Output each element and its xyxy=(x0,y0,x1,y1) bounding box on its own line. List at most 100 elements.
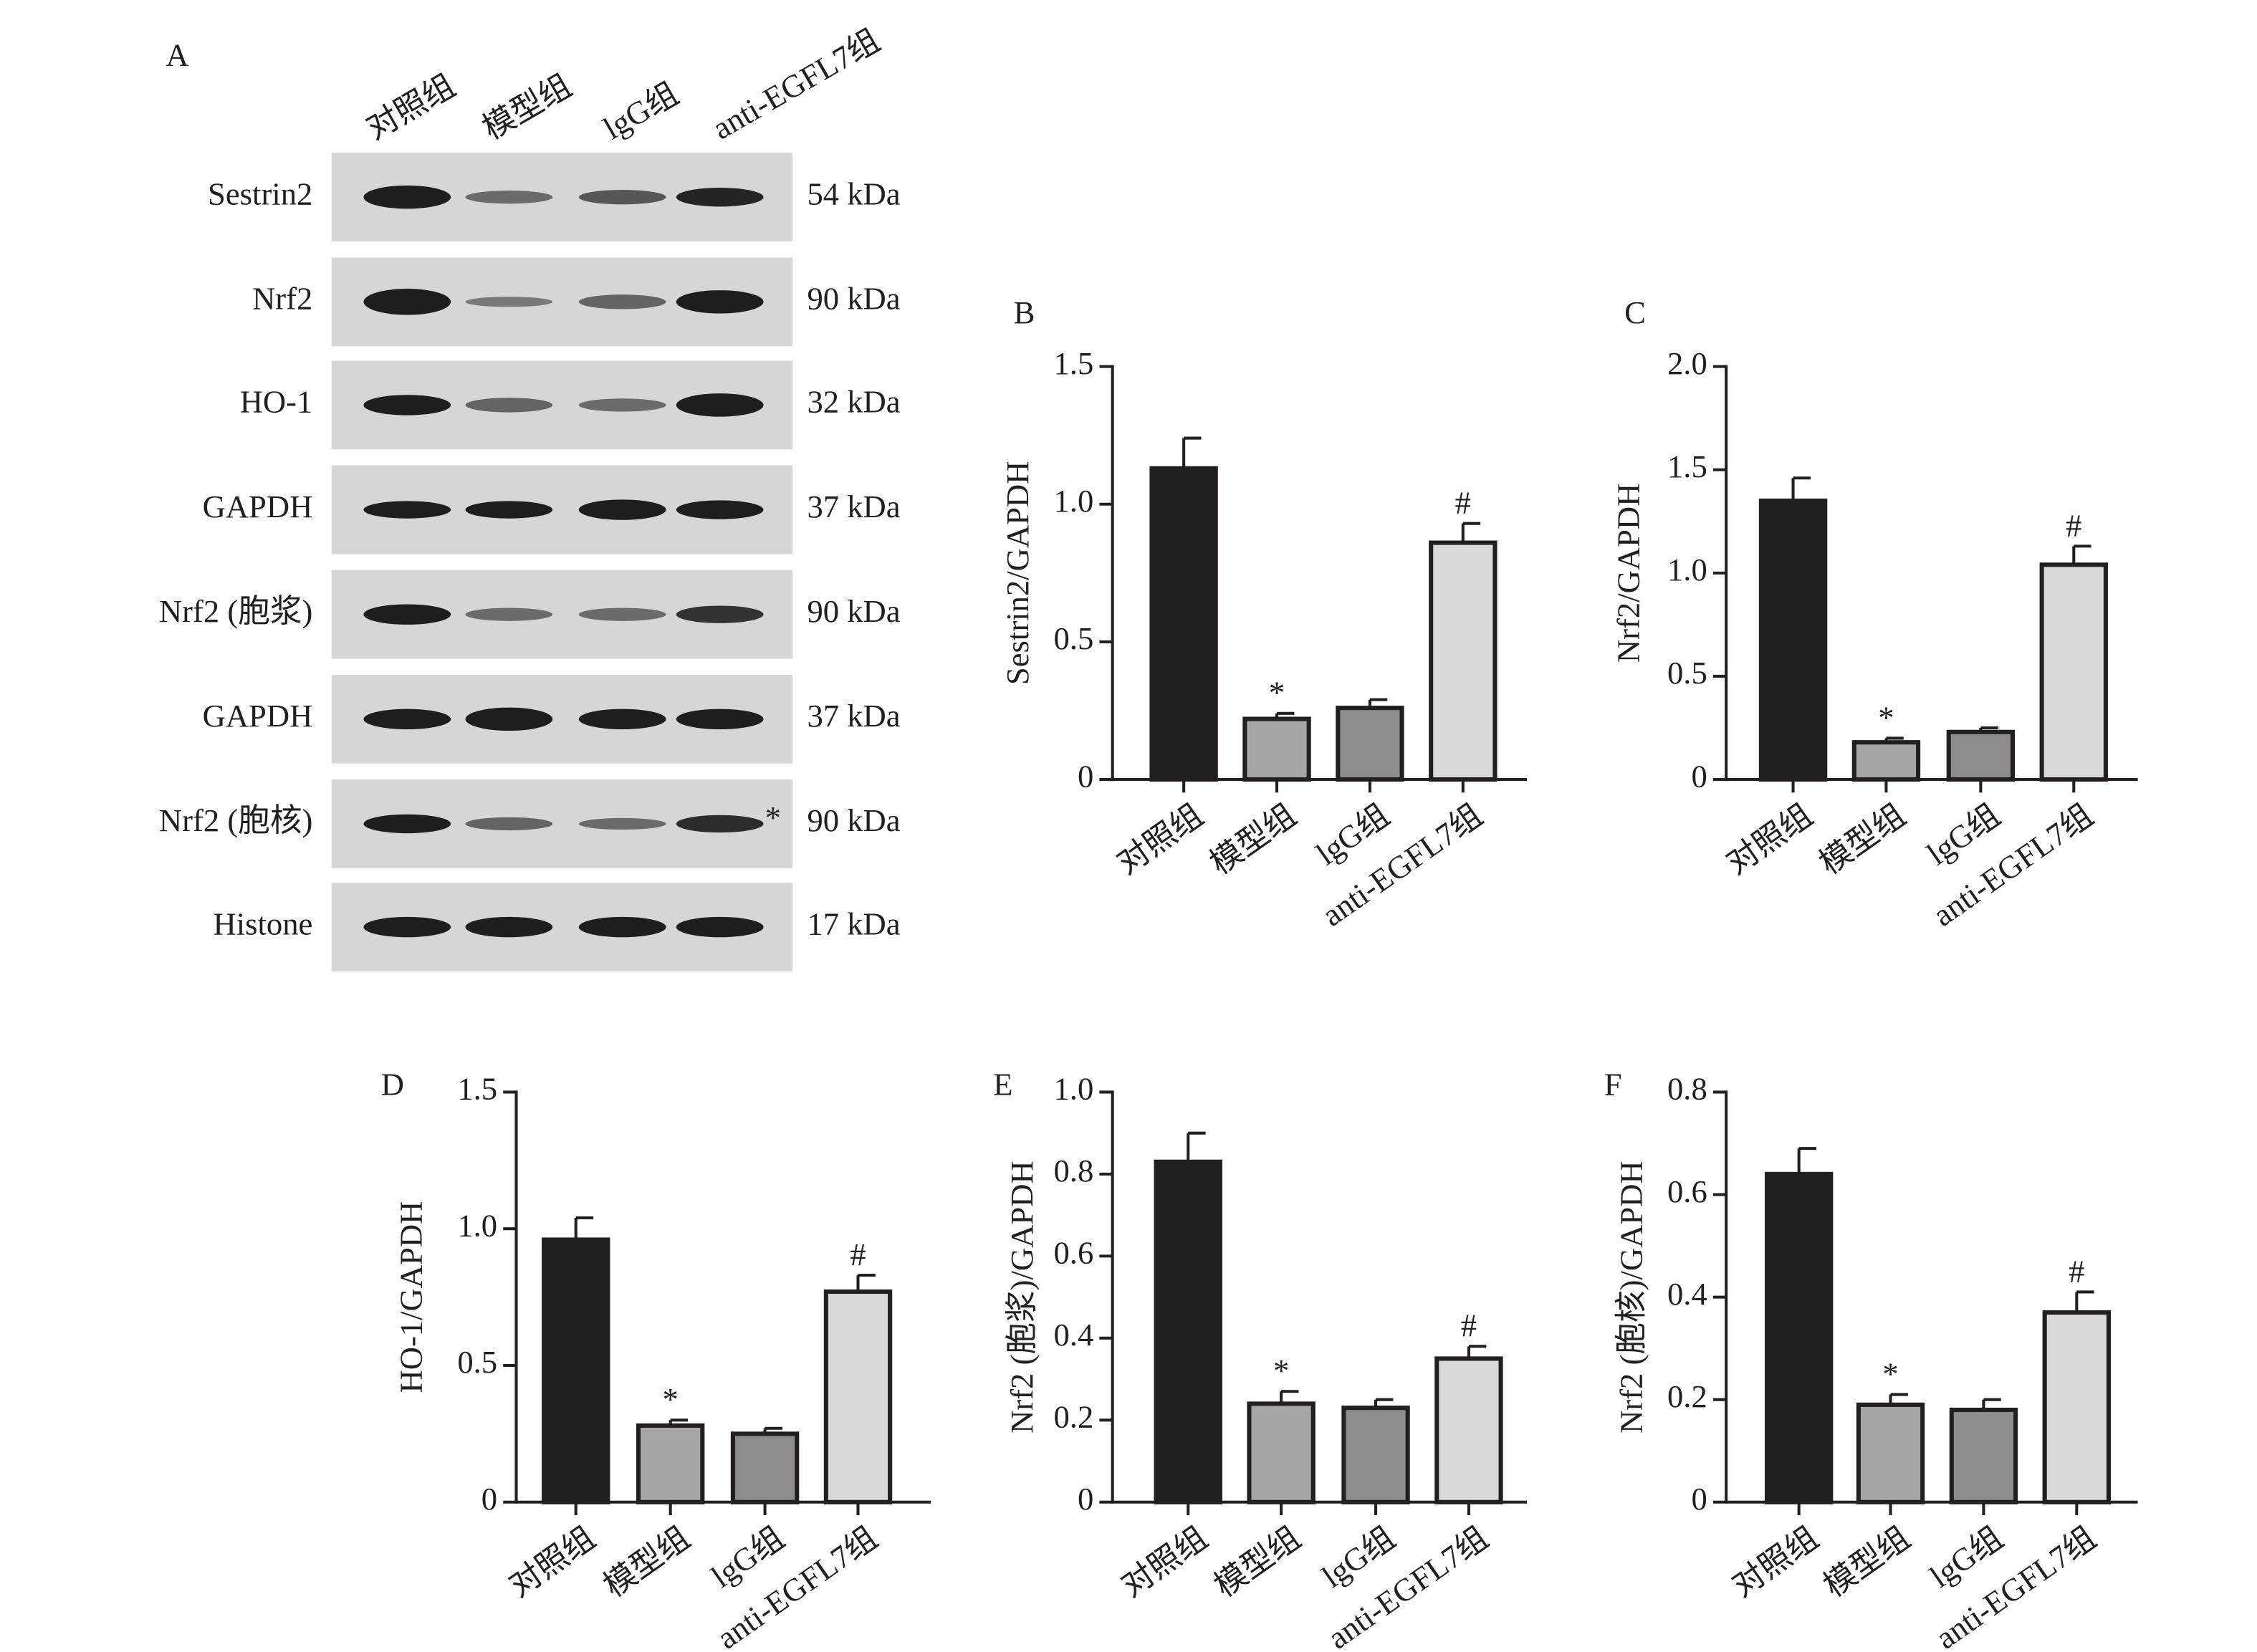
y-tick-label: 1.0 xyxy=(457,1207,497,1243)
y-axis-label: Nrf2 (胞浆)/GAPDH xyxy=(1004,1161,1040,1434)
bar xyxy=(1336,706,1404,782)
y-tick-label: 1.5 xyxy=(1053,345,1093,381)
blot-band xyxy=(578,817,666,830)
lane-label: anti-EGFL7组 xyxy=(706,22,886,146)
y-tick-label: 0.6 xyxy=(1053,1235,1093,1271)
y-tick-label: 0 xyxy=(1691,758,1707,794)
y-tick-label: 0.5 xyxy=(1667,655,1707,691)
blot-band xyxy=(676,290,764,314)
blot-band xyxy=(363,395,451,416)
y-axis-label: Sestrin2/GAPDH xyxy=(1000,461,1035,686)
row-size: 90 kDa xyxy=(807,281,900,317)
blot-band xyxy=(578,398,666,412)
bar xyxy=(2042,1310,2112,1504)
bar xyxy=(1149,466,1218,782)
y-tick-label: 0.5 xyxy=(1053,620,1093,656)
x-tick-label: anti-EGFL7组 xyxy=(1316,797,1489,933)
blot-band xyxy=(465,707,553,731)
significance-mark: # xyxy=(2069,1253,2084,1289)
bar xyxy=(823,1289,893,1504)
bar xyxy=(1758,498,1828,782)
y-tick-label: 0.4 xyxy=(1667,1276,1707,1312)
bar xyxy=(1946,729,2016,782)
blot-band xyxy=(465,297,553,307)
x-tick-label: 模型组 xyxy=(597,1519,696,1604)
blot-band xyxy=(465,398,553,413)
blot-band xyxy=(465,608,553,621)
blot-band xyxy=(363,814,451,834)
x-tick-label: 模型组 xyxy=(1817,1519,1916,1604)
significance-mark: * xyxy=(1882,1355,1898,1391)
row-label: HO-1 xyxy=(240,384,313,420)
bar xyxy=(542,1237,610,1504)
bar xyxy=(1242,716,1311,782)
row-size: 37 kDa xyxy=(807,698,900,734)
y-axis-label: HO-1/GAPDH xyxy=(393,1201,429,1393)
row-label: GAPDH xyxy=(203,698,313,734)
blot-band xyxy=(465,501,553,519)
blot-band xyxy=(676,393,764,417)
x-tick-label: 模型组 xyxy=(1208,1519,1307,1604)
blot-band xyxy=(676,815,764,833)
y-tick-label: 1.5 xyxy=(457,1071,497,1107)
bar xyxy=(1856,1402,1925,1504)
panel-label: E xyxy=(993,1067,1012,1103)
significance-mark: * xyxy=(662,1381,678,1417)
significance-mark: # xyxy=(1455,485,1471,521)
row-label: Nrf2 (胞浆) xyxy=(159,593,312,629)
x-tick-label: 对照组 xyxy=(1115,1519,1214,1604)
bar xyxy=(1949,1407,2018,1504)
x-tick-label: 对照组 xyxy=(1111,797,1209,881)
x-tick-label: 对照组 xyxy=(1720,797,1818,881)
row-label: Nrf2 xyxy=(252,281,312,317)
y-tick-label: 0.6 xyxy=(1667,1173,1707,1209)
blot-band xyxy=(578,294,666,309)
bar xyxy=(730,1431,800,1504)
blot-band xyxy=(578,608,666,621)
blot-band xyxy=(465,191,553,204)
y-tick-label: 0.8 xyxy=(1667,1071,1707,1107)
row-size: 32 kDa xyxy=(807,384,900,420)
bar xyxy=(636,1423,705,1504)
x-tick-label: 对照组 xyxy=(502,1519,601,1604)
y-tick-label: 1.0 xyxy=(1667,552,1707,587)
row-size: 90 kDa xyxy=(807,593,900,629)
y-tick-label: 0.4 xyxy=(1053,1317,1093,1353)
row-label: GAPDH xyxy=(203,489,313,524)
bar xyxy=(1247,1401,1316,1504)
y-axis-label: Nrf2 (胞核)/GAPDH xyxy=(1614,1161,1649,1434)
panel-label: F xyxy=(1604,1067,1622,1103)
y-tick-label: 1.0 xyxy=(1053,483,1093,519)
blot-band xyxy=(578,190,666,205)
x-tick-label: 模型组 xyxy=(1813,797,1912,881)
y-tick-label: 1.5 xyxy=(1667,448,1707,484)
row-label: Histone xyxy=(213,906,312,941)
significance-mark: # xyxy=(2066,507,2081,543)
row-size: 90 kDa xyxy=(807,802,900,838)
blot-band xyxy=(676,916,764,938)
y-tick-label: 2.0 xyxy=(1667,345,1707,381)
y-tick-label: 0 xyxy=(1078,1481,1093,1517)
blot-band xyxy=(363,709,451,730)
bar xyxy=(1429,540,1498,782)
blot-band xyxy=(578,916,666,938)
bar xyxy=(2039,562,2108,782)
blot-band xyxy=(363,916,451,938)
panel-label: D xyxy=(381,1067,404,1103)
blot-band xyxy=(465,817,553,831)
y-tick-label: 0.2 xyxy=(1667,1378,1707,1414)
x-tick-label: 模型组 xyxy=(1204,797,1303,881)
x-tick-label: 对照组 xyxy=(1725,1519,1824,1604)
row-label: Sestrin2 xyxy=(208,176,312,211)
significance-mark: * xyxy=(1878,699,1894,735)
blot-band xyxy=(676,187,764,207)
blot-band xyxy=(676,605,764,623)
y-tick-label: 0.5 xyxy=(457,1344,497,1380)
y-tick-label: 0 xyxy=(1078,758,1093,794)
blot-band xyxy=(578,709,666,730)
blot-band xyxy=(363,185,451,209)
bar xyxy=(1434,1356,1503,1504)
y-tick-label: 0 xyxy=(1691,1481,1707,1517)
blot-band xyxy=(578,499,666,520)
